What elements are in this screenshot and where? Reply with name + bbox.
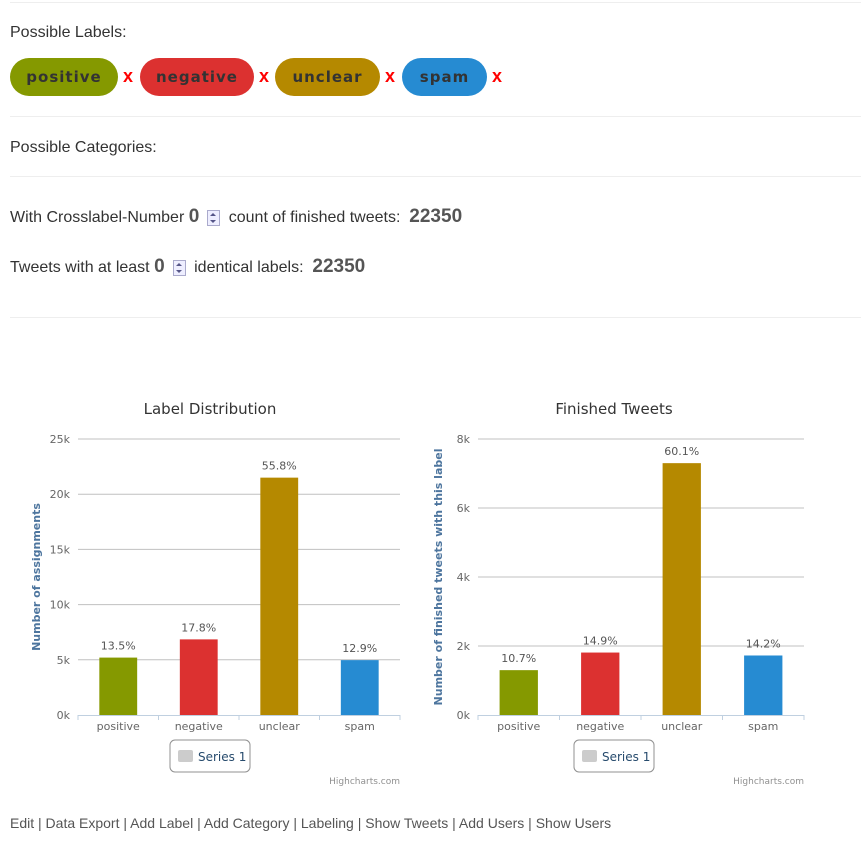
data-label: 60.1% [664, 445, 699, 458]
crosslabel-value[interactable]: 0 [188, 206, 200, 227]
identical-spinner[interactable] [172, 259, 186, 276]
bar-negative [179, 639, 218, 715]
identical-suffix: identical labels: [194, 259, 304, 276]
data-label: 55.8% [262, 460, 297, 473]
x-tick-label: spam [748, 720, 778, 733]
data-label: 17.8% [181, 621, 216, 634]
separator: | [524, 815, 536, 831]
y-tick-label: 0k [57, 709, 71, 722]
link-add-category[interactable]: Add Category [203, 815, 290, 831]
link-data-export[interactable]: Data Export [45, 815, 120, 831]
label-negative[interactable]: negative [140, 58, 254, 96]
y-tick-label: 15k [50, 543, 71, 556]
legend-box [573, 739, 655, 773]
identical-value[interactable]: 0 [154, 256, 165, 277]
legend-box [169, 739, 251, 773]
divider [10, 2, 861, 3]
link-add-users[interactable]: Add Users [458, 815, 525, 831]
credits: Highcharts.com [733, 777, 804, 787]
y-tick-label: 20k [50, 488, 71, 501]
bar-negative [581, 652, 620, 715]
legend-swatch [178, 750, 193, 762]
bar-spam [340, 660, 379, 715]
label-unclear[interactable]: unclear [275, 58, 380, 96]
divider [10, 116, 861, 117]
legend-item: Series 1 [198, 750, 246, 764]
bar-spam [744, 655, 783, 715]
x-tick-label: unclear [661, 720, 703, 733]
y-tick-label: 10k [50, 599, 71, 612]
remove-label-unclear[interactable]: x [385, 66, 396, 86]
y-axis-label: Number of assignments [30, 503, 43, 651]
y-tick-label: 4k [457, 571, 471, 584]
finished-count: 22350 [409, 206, 463, 227]
y-tick-label: 6k [457, 502, 471, 515]
data-label: 14.2% [746, 637, 781, 650]
data-label: 14.9% [583, 635, 618, 648]
data-label: 12.9% [342, 642, 377, 655]
y-tick-label: 5k [57, 654, 71, 667]
identical-row: Tweets with at least 0 identical labels:… [10, 256, 365, 278]
y-tick-label: 0k [457, 709, 471, 722]
legend-swatch [582, 750, 597, 762]
x-tick-label: positive [97, 720, 140, 733]
bar-positive [499, 670, 538, 715]
finished-tweets-chart: Finished Tweets Number of finished tweets… [432, 400, 805, 787]
chart-title: Label Distribution [144, 400, 277, 418]
separator: | [34, 815, 46, 831]
credits: Highcharts.com [329, 777, 400, 787]
legend-item: Series 1 [602, 750, 650, 764]
crosslabel-prefix: With Crosslabel-Number [10, 209, 185, 226]
y-tick-label: 2k [457, 640, 471, 653]
x-tick-label: negative [576, 720, 624, 733]
separator: | [353, 815, 366, 831]
x-tick-label: unclear [259, 720, 301, 733]
y-axis-label: Number of finished tweets with this labe… [432, 449, 445, 706]
x-tick-label: positive [497, 720, 540, 733]
x-tick-label: negative [175, 720, 223, 733]
bar-unclear [662, 463, 701, 715]
labels-heading: Possible Labels: [10, 24, 127, 41]
separator: | [448, 815, 459, 831]
label-spam[interactable]: spam [402, 58, 487, 96]
categories-heading: Possible Categories: [10, 139, 157, 156]
crosslabel-spinner[interactable] [207, 209, 221, 226]
label-positive[interactable]: positive [10, 58, 118, 96]
bar-unclear [260, 477, 299, 715]
divider [10, 176, 861, 177]
link-add-label[interactable]: Add Label [130, 815, 194, 831]
separator: | [289, 815, 301, 831]
y-tick-label: 25k [50, 433, 71, 446]
link-labeling[interactable]: Labeling [300, 815, 354, 831]
remove-label-spam[interactable]: x [492, 66, 503, 86]
x-tick-label: spam [345, 720, 375, 733]
link-show-users[interactable]: Show Users [535, 815, 612, 831]
label-distribution-chart: Label Distribution Number of assignments 0… [30, 400, 401, 787]
footer-links: Edit | Data Export | Add Label | Add Cat… [10, 815, 611, 831]
link-show-tweets[interactable]: Show Tweets [365, 815, 449, 831]
divider [10, 317, 861, 318]
identical-prefix: Tweets with at least [10, 259, 150, 276]
y-tick-label: 8k [457, 433, 471, 446]
separator: | [193, 815, 204, 831]
crosslabel-row: With Crosslabel-Number 0 count of finish… [10, 206, 462, 228]
data-label: 13.5% [101, 640, 136, 653]
data-label: 10.7% [501, 652, 536, 665]
remove-label-negative[interactable]: x [259, 66, 270, 86]
remove-label-positive[interactable]: x [123, 66, 134, 86]
chart-title: Finished Tweets [555, 400, 673, 418]
link-edit[interactable]: Edit [10, 815, 35, 831]
crosslabel-suffix: count of finished tweets: [228, 209, 401, 226]
separator: | [119, 815, 131, 831]
identical-count: 22350 [312, 256, 366, 277]
bar-positive [99, 657, 138, 715]
